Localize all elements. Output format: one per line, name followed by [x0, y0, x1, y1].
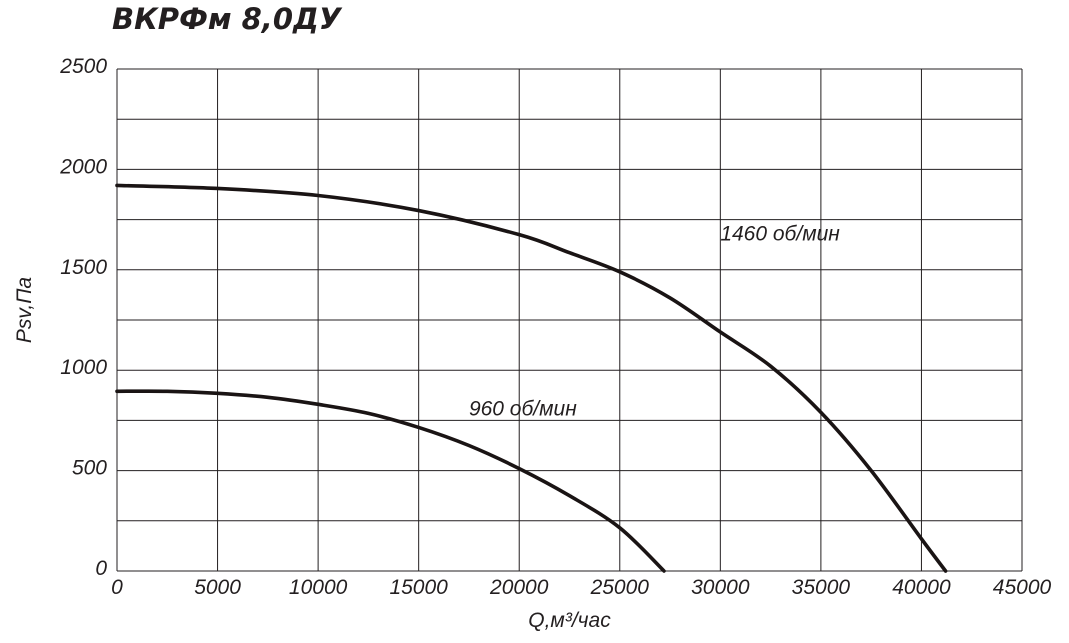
y-tick-label: 1000: [60, 356, 107, 379]
y-tick-label: 2000: [59, 155, 107, 178]
x-tick-label: 25000: [590, 576, 650, 599]
chart-title: ВКРФм 8,0ДУ: [112, 2, 342, 36]
curve-label: 1460 об/мин: [720, 223, 840, 246]
x-tick-label: 0: [111, 576, 123, 599]
series-line-1: [115, 389, 666, 573]
curves: [115, 183, 948, 573]
x-axis-label: Q,м³/час: [528, 609, 611, 632]
x-tick-label: 30000: [691, 576, 750, 599]
tick-labels: 0 5000 10000 15000 20000 25000 30000 35000 40000…: [59, 55, 1051, 599]
y-tick-label: 500: [72, 457, 107, 480]
y-tick-label: 1500: [60, 256, 107, 279]
x-tick-label: 20000: [489, 576, 549, 599]
curve-labels: 1460 об/мин 960 об/мин: [469, 223, 840, 421]
x-tick-label: 35000: [792, 576, 851, 599]
curve-label: 960 об/мин: [469, 397, 577, 420]
x-tick-label: 15000: [389, 576, 448, 599]
y-tick-label: 0: [95, 557, 107, 580]
x-tick-label: 10000: [289, 576, 348, 599]
y-axis-label: Psv,Па: [13, 277, 36, 343]
x-tick-label: 40000: [892, 576, 951, 599]
y-tick-label: 2500: [59, 55, 107, 78]
series-line-0: [115, 183, 948, 573]
x-tick-label: 45000: [993, 576, 1052, 599]
x-tick-label: 5000: [194, 576, 241, 599]
grid: [116, 68, 1023, 572]
